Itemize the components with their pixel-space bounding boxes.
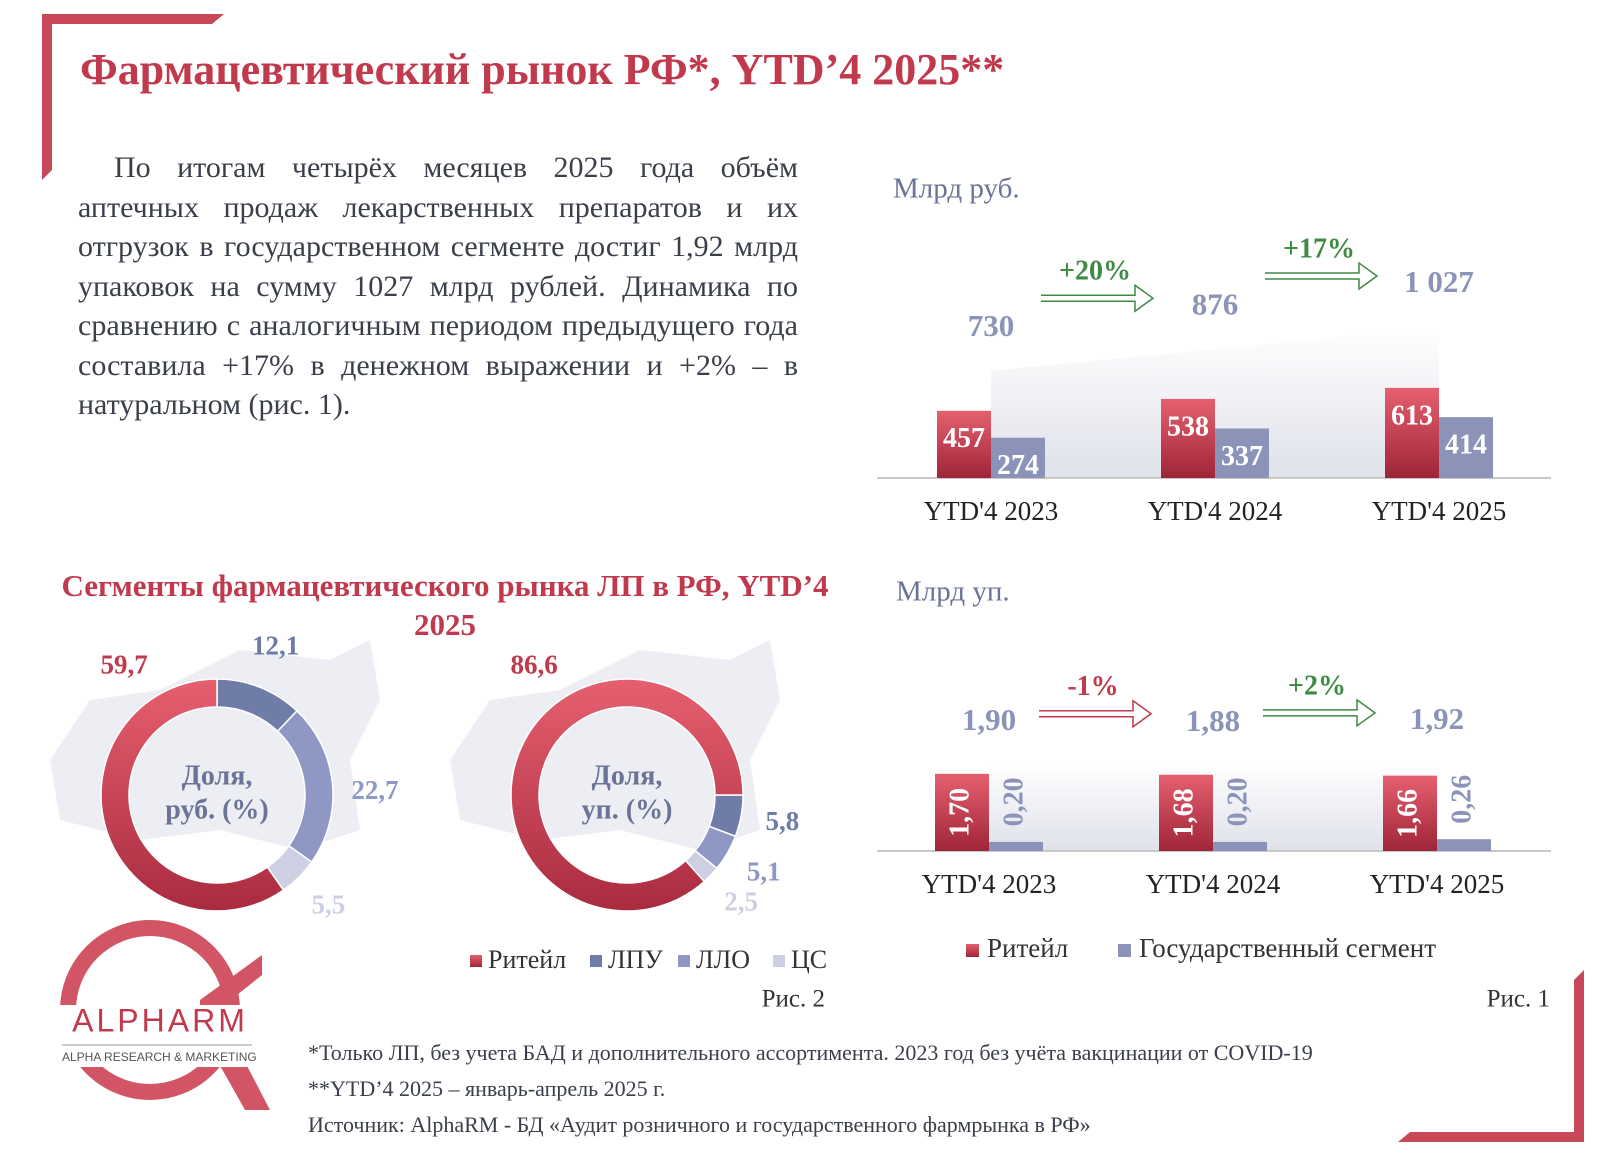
donut-center-label: Доля,: [182, 760, 253, 791]
logo-name: ALPHARM: [72, 1002, 248, 1038]
donut-value-label: 2,5: [724, 886, 758, 916]
legend-label: ЛЛО: [696, 945, 750, 974]
unit-label: Млрд уп.: [896, 576, 1010, 608]
change-label: +17%: [1283, 233, 1355, 264]
legend-marker: [966, 944, 979, 957]
bar: [1215, 428, 1269, 478]
bar-value-label: 1,66: [1392, 789, 1423, 838]
page-title: Фармацевтический рынок РФ*, YTD’4 2025**: [80, 45, 1004, 94]
donut-segment: [100, 678, 285, 912]
bar-value-label: 0,26: [1446, 775, 1477, 824]
donut-value-label: 5,1: [747, 856, 781, 886]
donut-segment: [510, 678, 744, 912]
unit-label: Млрд руб.: [893, 173, 1020, 205]
bar: [935, 773, 989, 851]
bar-value-label: 613: [1391, 400, 1433, 431]
bar: [1161, 398, 1215, 478]
legend-label: Ритейл: [488, 945, 566, 974]
donut-value-label: 12,1: [252, 630, 299, 660]
donut-center-label: Доля,: [592, 760, 663, 791]
total-label: 1,88: [1186, 703, 1240, 738]
logo: ALPHARM ALPHA RESEARCH & MARKETING: [55, 920, 270, 1110]
bar-value-label: 414: [1445, 430, 1487, 461]
bar-value-label: 1,70: [944, 788, 975, 837]
bar: [989, 841, 1043, 851]
change-arrow: [1039, 699, 1153, 729]
total-label: 1,90: [962, 702, 1016, 737]
x-tick-label: YTD'4 2024: [1148, 496, 1283, 526]
footnote: *Только ЛП, без учета БАД и дополнительн…: [308, 1040, 1313, 1065]
legend-label: ЛПУ: [608, 945, 663, 974]
total-label: 1,92: [1410, 701, 1464, 736]
legend-marker: [773, 955, 785, 967]
donut-center-label: руб. (%): [165, 794, 268, 825]
figure-label: Рис. 2: [762, 986, 825, 1013]
bar: [937, 410, 991, 478]
legend-marker: [470, 955, 482, 967]
logo-tagline: ALPHA RESEARCH & MARKETING: [62, 1050, 257, 1064]
footnote: Источник: AlphaRM - БД «Аудит розничного…: [308, 1112, 1091, 1137]
bar: [1385, 387, 1439, 478]
x-tick-label: YTD'4 2024: [1146, 869, 1281, 899]
legend-label: Государственный сегмент: [1139, 933, 1436, 963]
figure-label: Рис. 1: [1487, 986, 1550, 1013]
donut-value-label: 5,8: [766, 806, 800, 836]
bar-value-label: 337: [1221, 441, 1263, 472]
bar-value-label: 457: [943, 423, 985, 454]
change-arrow: [1265, 261, 1379, 291]
change-label: +2%: [1288, 670, 1346, 701]
change-label: -1%: [1067, 671, 1118, 702]
bar: [1383, 775, 1437, 851]
donut-value-label: 86,6: [511, 649, 558, 679]
bar-value-label: 274: [997, 450, 1039, 481]
footnote: **YTD’4 2025 – январь-апрель 2025 г.: [308, 1076, 665, 1101]
total-label: 730: [968, 308, 1015, 343]
x-tick-label: YTD'4 2025: [1372, 496, 1507, 526]
donut-value-label: 22,7: [351, 775, 398, 805]
bar: [1437, 839, 1491, 851]
total-label: 876: [1192, 286, 1239, 321]
legend-label: ЦС: [791, 945, 827, 974]
x-tick-label: YTD'4 2025: [1370, 869, 1505, 899]
change-label: +20%: [1059, 256, 1131, 287]
bar: [1159, 774, 1213, 851]
bar-value-label: 1,68: [1168, 788, 1199, 837]
legend-marker: [1118, 944, 1131, 957]
bar-value-label: 538: [1167, 411, 1209, 442]
bar-value-label: 0,20: [1222, 777, 1253, 826]
change-arrow: [1263, 698, 1377, 728]
legend-label: Ритейл: [987, 933, 1068, 963]
legend-marker: [590, 955, 602, 967]
total-label: 1 027: [1404, 264, 1474, 299]
bar: [1213, 841, 1267, 851]
bar: [1439, 417, 1493, 478]
donut-section-title: Сегменты фармацевтического рынка ЛП в РФ…: [61, 568, 829, 642]
bar-value-label: 0,20: [998, 777, 1029, 826]
x-tick-label: YTD'4 2023: [924, 496, 1059, 526]
summary-paragraph: По итогам четырёх месяцев 2025 года объё…: [78, 151, 798, 421]
donut-value-label: 59,7: [101, 649, 148, 679]
donut-center-label: уп. (%): [582, 794, 673, 825]
bar: [991, 437, 1045, 478]
change-arrow: [1041, 283, 1155, 313]
x-tick-label: YTD'4 2023: [922, 869, 1057, 899]
donut-value-label: 5,5: [311, 889, 345, 919]
legend-marker: [678, 955, 690, 967]
